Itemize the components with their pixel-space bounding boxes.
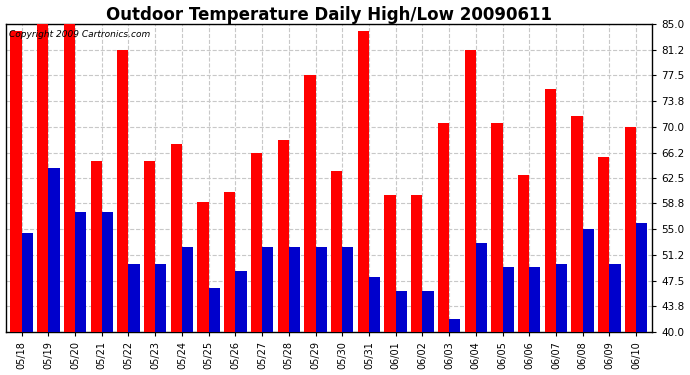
Bar (544, 89, 556, 332)
Title: Outdoor Temperature Daily High/Low 20090611: Outdoor Temperature Daily High/Low 20090… (106, 6, 552, 24)
Bar (491, 123, 502, 332)
Bar (636, 223, 647, 332)
Bar (449, 319, 460, 332)
Bar (411, 195, 422, 332)
Bar (438, 123, 449, 332)
Bar (10, 31, 21, 332)
Bar (75, 212, 86, 332)
Bar (289, 247, 300, 332)
Bar (342, 247, 353, 332)
Bar (128, 264, 139, 332)
Bar (315, 247, 327, 332)
Bar (304, 75, 315, 332)
Bar (21, 233, 33, 332)
Bar (422, 291, 433, 332)
Bar (369, 278, 380, 332)
Bar (262, 247, 273, 332)
Bar (155, 264, 166, 332)
Text: Copyright 2009 Cartronics.com: Copyright 2009 Cartronics.com (9, 30, 150, 39)
Bar (277, 140, 289, 332)
Bar (529, 267, 540, 332)
Bar (37, 24, 48, 332)
Bar (357, 31, 369, 332)
Bar (582, 230, 594, 332)
Bar (571, 116, 582, 332)
Bar (235, 271, 246, 332)
Bar (117, 50, 128, 332)
Bar (331, 171, 342, 332)
Bar (63, 24, 75, 332)
Bar (598, 158, 609, 332)
Bar (625, 127, 636, 332)
Bar (197, 202, 208, 332)
Bar (182, 247, 193, 332)
Bar (609, 264, 620, 332)
Bar (384, 195, 395, 332)
Bar (90, 161, 101, 332)
Bar (208, 288, 220, 332)
Bar (518, 175, 529, 332)
Bar (502, 267, 514, 332)
Bar (48, 168, 59, 332)
Bar (170, 144, 182, 332)
Bar (395, 291, 407, 332)
Bar (224, 192, 235, 332)
Bar (464, 50, 476, 332)
Bar (556, 264, 567, 332)
Bar (251, 153, 262, 332)
Bar (101, 212, 113, 332)
Bar (476, 243, 487, 332)
Bar (144, 161, 155, 332)
